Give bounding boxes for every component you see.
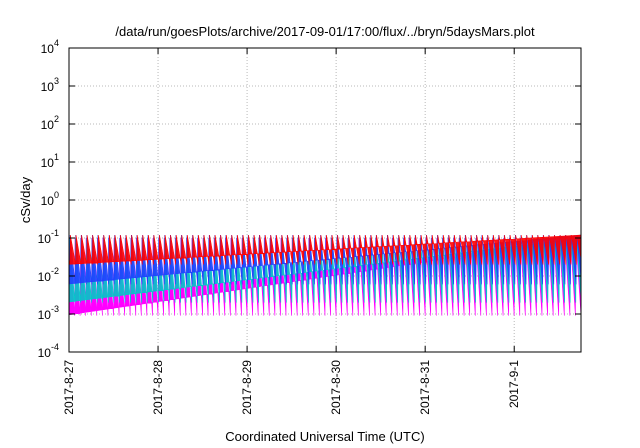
y-tick-exponent: 3 — [54, 76, 59, 86]
y-tick-exponent: -1 — [51, 228, 59, 238]
y-tick-base: 10 — [38, 232, 52, 246]
y-tick-base: 10 — [38, 308, 52, 322]
x-axis-title: Coordinated Universal Time (UTC) — [225, 429, 424, 444]
y-tick-base: 10 — [41, 118, 55, 132]
y-tick-exponent: -2 — [51, 266, 59, 276]
y-tick-exponent: 1 — [54, 152, 59, 162]
y-tick-base: 10 — [41, 156, 55, 170]
y-tick-label: 100 — [41, 190, 59, 208]
y-tick-exponent: 4 — [54, 38, 59, 48]
y-tick-label: 10-1 — [38, 228, 59, 246]
y-tick-label: 10-2 — [38, 266, 59, 284]
y-tick-exponent: 2 — [54, 114, 59, 124]
y-tick-base: 10 — [38, 346, 52, 360]
series-band-4 — [69, 234, 581, 265]
y-tick-base: 10 — [41, 42, 55, 56]
y-tick-base: 10 — [41, 194, 55, 208]
x-tick-label: 2017-9-1 — [507, 360, 521, 408]
y-tick-label: 103 — [41, 76, 59, 94]
x-tick-label: 2017-8-29 — [240, 360, 254, 415]
y-tick-exponent: 0 — [54, 190, 59, 200]
y-tick-label: 104 — [41, 38, 59, 56]
y-tick-label: 101 — [41, 152, 59, 170]
y-tick-exponent: -4 — [51, 342, 59, 352]
y-tick-label: 102 — [41, 114, 59, 132]
chart-title: /data/run/goesPlots/archive/2017-09-01/1… — [115, 24, 535, 39]
y-tick-base: 10 — [41, 80, 55, 94]
y-tick-label: 10-4 — [38, 342, 59, 360]
x-tick-label: 2017-8-30 — [329, 360, 343, 415]
y-tick-base: 10 — [38, 270, 52, 284]
y-axis-title: cSv/day — [18, 176, 33, 223]
y-tick-exponent: -3 — [51, 304, 59, 314]
y-tick-label: 10-3 — [38, 304, 59, 322]
x-tick-label: 2017-8-27 — [62, 360, 76, 415]
x-tick-label: 2017-8-31 — [418, 360, 432, 415]
data-series — [69, 234, 581, 316]
x-tick-label: 2017-8-28 — [151, 360, 165, 415]
x-axis: 2017-8-27 2017-8-28 2017-8-29 2017-8-30 2017… — [62, 48, 521, 415]
